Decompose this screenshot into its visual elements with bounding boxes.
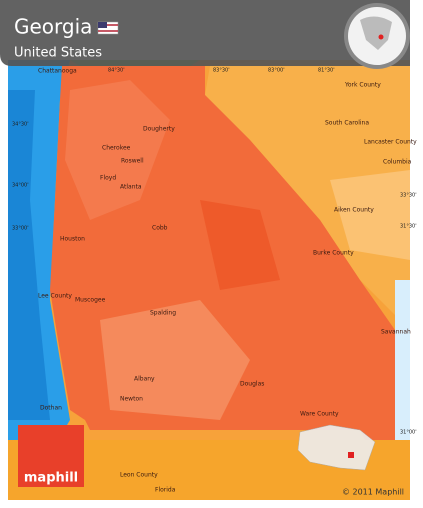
grid-label: 31°00' — [400, 430, 417, 436]
grid-label: 83°30' — [213, 68, 230, 74]
subtitle: United States — [14, 46, 102, 61]
place-label: Houston — [60, 236, 85, 243]
place-label: Columbia — [383, 159, 412, 166]
grid-label: 33°30' — [400, 193, 417, 199]
place-label: Newton — [120, 396, 143, 403]
grid-label: 33°00' — [12, 226, 29, 232]
grid-label: 83°00' — [268, 68, 285, 74]
inset-usa — [297, 424, 376, 471]
place-label: Lancaster County — [364, 139, 417, 146]
place-label: South Carolina — [325, 120, 369, 127]
place-label: Floyd — [100, 175, 116, 182]
globe-land — [360, 16, 392, 51]
place-label: Muscogee — [75, 297, 106, 304]
place-label: Burke County — [313, 250, 354, 257]
place-label: Cherokee — [102, 145, 131, 152]
grid-label: 34°30' — [12, 122, 29, 128]
place-label: Atlanta — [120, 184, 142, 191]
place-label: Chattanooga — [38, 68, 77, 75]
place-label: Dothan — [40, 405, 62, 412]
grid-label: 84°30' — [108, 68, 125, 74]
place-label: Roswell — [121, 158, 144, 165]
place-label: Spalding — [150, 310, 176, 317]
place-label: York County — [344, 82, 381, 89]
place-label: Ware County — [300, 411, 339, 418]
header-bar — [0, 0, 410, 66]
place-label: Leon County — [120, 472, 158, 479]
copyright: © 2011 Maphill — [342, 488, 404, 497]
georgia-east — [200, 200, 280, 290]
place-label: Florida — [155, 487, 176, 494]
grid-label: 81°30' — [318, 68, 335, 74]
globe-marker — [378, 34, 384, 40]
alabama-west — [8, 90, 50, 420]
place-label: Cobb — [152, 225, 168, 232]
place-label: Albany — [134, 376, 155, 383]
title: Georgia — [14, 15, 92, 39]
grid-label: 31°30' — [400, 224, 417, 230]
grid-label: 34°00' — [12, 183, 29, 189]
inset-marker — [348, 452, 354, 458]
sc-south — [330, 170, 410, 260]
place-label: Savannah — [381, 329, 411, 336]
place-label: Lee County — [38, 293, 72, 300]
place-label: Douglas — [240, 381, 264, 388]
georgia-north — [65, 80, 170, 220]
place-label: Aiken County — [334, 207, 374, 214]
south-carolina-region — [205, 60, 410, 330]
place-label: Dougherty — [143, 126, 175, 133]
flag-canton — [98, 22, 107, 28]
ocean — [395, 280, 410, 440]
logo-box — [18, 425, 84, 487]
georgia-south — [100, 300, 250, 420]
logo: maphill — [24, 471, 78, 486]
